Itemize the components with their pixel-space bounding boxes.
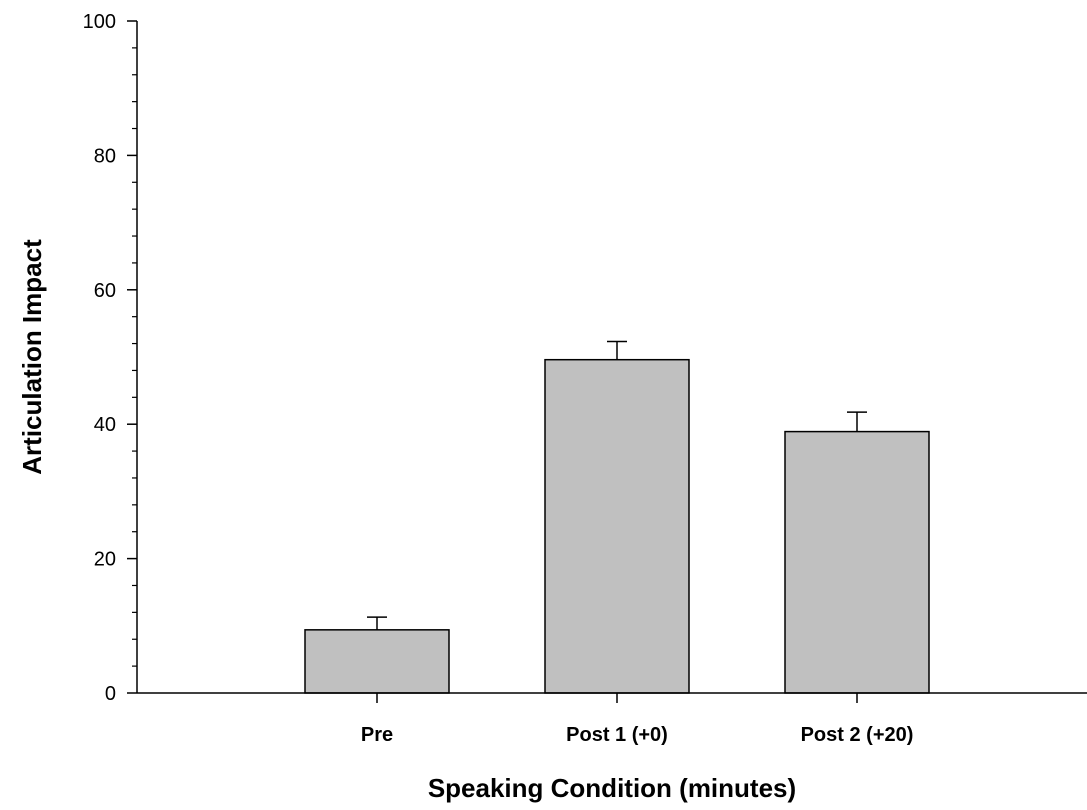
- x-axis-title: Speaking Condition (minutes): [428, 773, 796, 803]
- y-tick-label: 0: [105, 683, 116, 705]
- y-tick-label: 40: [94, 414, 116, 436]
- bar-1: [304, 629, 450, 694]
- y-tick-label: 80: [94, 145, 116, 167]
- x-tick-label: Pre: [361, 724, 393, 746]
- bars-layer: [304, 358, 930, 694]
- error-bars-layer: [367, 340, 867, 630]
- labels-layer: Speaking Condition (minutes) Articulatio…: [17, 11, 913, 803]
- x-tick-label: Post 1 (+0): [566, 724, 668, 746]
- axes-layer: [127, 20, 1087, 703]
- y-tick-label: 20: [94, 549, 116, 571]
- bar-3: [784, 430, 930, 694]
- bar-2: [544, 358, 690, 694]
- y-tick-label: 60: [94, 280, 116, 302]
- y-axis-title: Articulation Impact: [17, 239, 47, 475]
- y-tick-label: 100: [83, 11, 116, 33]
- x-tick-label: Post 2 (+20): [801, 724, 914, 746]
